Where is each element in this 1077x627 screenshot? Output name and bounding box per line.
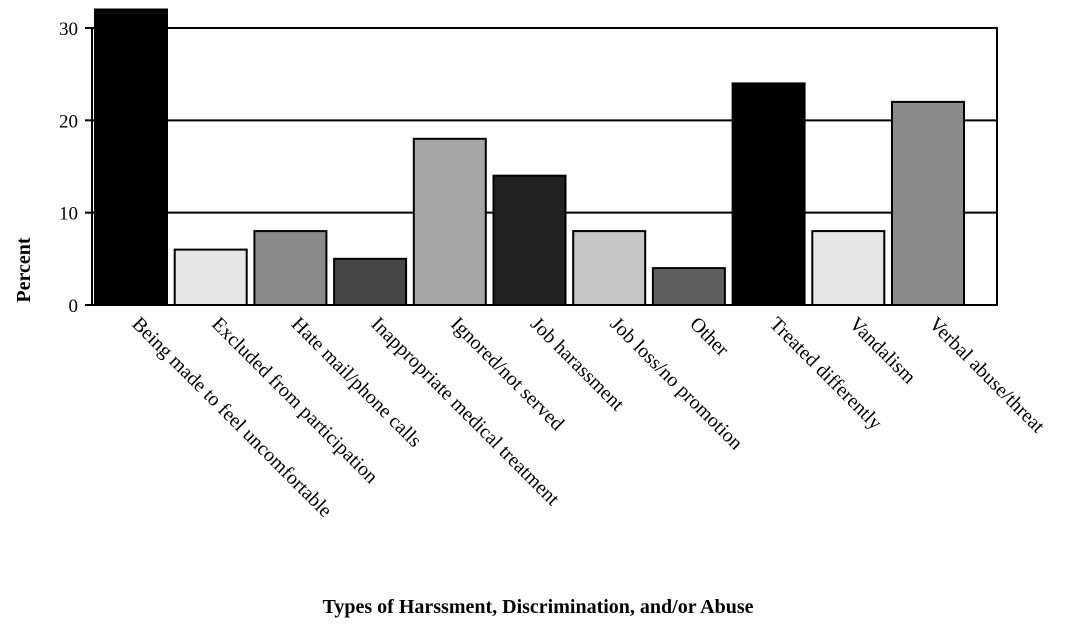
bar bbox=[333, 257, 408, 305]
x-category-label: Other bbox=[685, 313, 733, 361]
plot-frame bbox=[91, 27, 998, 306]
x-axis-title: Types of Harssment, Discrimination, and/… bbox=[323, 596, 754, 618]
x-category-label: Excluded from participation bbox=[207, 313, 382, 488]
x-category-label: Job loss/no promotion bbox=[606, 313, 747, 454]
y-tick-label: 10 bbox=[59, 204, 78, 225]
bar bbox=[412, 137, 487, 305]
y-axis-title: Percent bbox=[13, 237, 35, 302]
bar bbox=[572, 230, 647, 305]
bar bbox=[173, 248, 248, 305]
bar bbox=[891, 100, 965, 305]
x-category-label: Hate mail/phone calls bbox=[287, 313, 426, 452]
bar bbox=[492, 174, 567, 305]
y-axis-ticks: 0 10 20 30 bbox=[59, 19, 92, 317]
x-category-label: Vandalism bbox=[845, 313, 921, 389]
bar bbox=[94, 8, 168, 305]
y-tick-label: 0 bbox=[69, 296, 79, 317]
bar bbox=[253, 230, 328, 305]
y-tick-label: 20 bbox=[59, 111, 78, 132]
bars bbox=[94, 8, 965, 305]
bar bbox=[811, 230, 886, 305]
bar bbox=[731, 82, 806, 305]
x-category-label: Verbal abuse/threat bbox=[924, 313, 1049, 438]
bar bbox=[651, 267, 726, 305]
y-tick-label: 30 bbox=[59, 19, 78, 40]
x-axis-category-labels: Being made to feel uncomfortableExcluded… bbox=[127, 313, 1049, 522]
